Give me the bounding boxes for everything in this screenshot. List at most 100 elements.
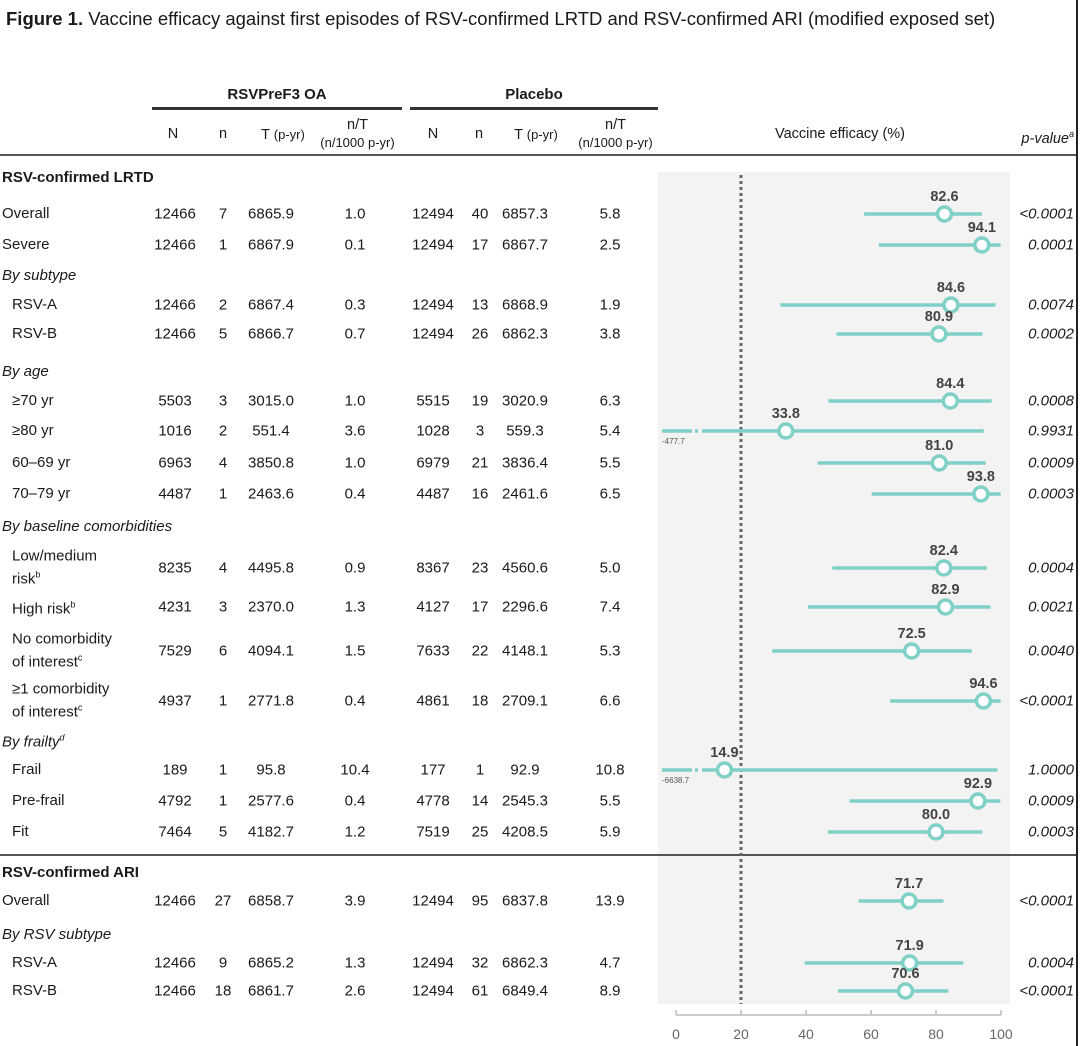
cell-v-n: 1 — [218, 792, 228, 810]
cell-p-T: 4208.5 — [502, 823, 548, 841]
cell-v-N: 12466 — [154, 325, 196, 343]
cell-p-rate: 2.5 — [599, 236, 621, 254]
cell-p-N: 4778 — [416, 792, 450, 810]
p-value: 0.0002 — [1028, 325, 1074, 343]
col-header-p-n: n — [474, 126, 484, 142]
cell-p-n: 18 — [471, 692, 489, 710]
cell-v-N: 7529 — [158, 642, 192, 660]
cell-p-N: 12494 — [412, 205, 454, 223]
col-header-v-T-label: T — [261, 127, 270, 143]
subgroup-header: By frailtyd — [2, 729, 65, 752]
row-label-line2: of interest — [12, 703, 78, 721]
cell-v-n: 18 — [214, 982, 232, 1000]
cell-p-T: 6867.7 — [502, 236, 548, 254]
row-label-text: 70–79 yr — [12, 485, 71, 502]
row-label: Low/medium riskb — [12, 548, 97, 589]
cell-v-N: 4937 — [158, 692, 192, 710]
cell-p-n: 95 — [471, 892, 489, 910]
cell-p-n: 26 — [471, 325, 489, 343]
p-value: 0.0074 — [1028, 296, 1074, 314]
ve-label: 82.9 — [931, 582, 959, 598]
ve-point — [777, 422, 795, 440]
ve-point — [972, 485, 990, 503]
cell-p-rate: 5.3 — [599, 642, 621, 660]
row-label: 70–79 yr — [12, 485, 70, 503]
cell-p-rate: 5.5 — [599, 454, 621, 472]
ve-label: 80.0 — [922, 807, 950, 823]
ve-label: 71.7 — [895, 876, 923, 892]
cell-v-N: 12466 — [154, 892, 196, 910]
cell-v-T: 3015.0 — [248, 392, 294, 410]
cell-p-T: 6837.8 — [502, 892, 548, 910]
cell-p-N: 4487 — [416, 485, 450, 503]
cell-v-rate: 1.3 — [344, 598, 366, 616]
cell-v-T: 6866.7 — [248, 325, 294, 343]
cell-p-N: 1028 — [416, 422, 450, 440]
row-label: ≥80 yr — [12, 422, 54, 440]
ve-label: 92.9 — [964, 776, 992, 792]
cell-p-rate: 5.9 — [599, 823, 621, 841]
cell-p-N: 4127 — [416, 598, 450, 616]
cell-v-T: 2370.0 — [248, 598, 294, 616]
cell-p-T: 6862.3 — [502, 954, 548, 972]
cell-p-rate: 13.9 — [595, 892, 625, 910]
x-tick-label: 20 — [733, 1026, 749, 1042]
cell-p-T: 2296.6 — [502, 598, 548, 616]
col-header-v-N: N — [167, 126, 179, 142]
cell-p-T: 2545.3 — [502, 792, 548, 810]
col-header-p-N: N — [427, 126, 439, 142]
cell-v-T: 4182.7 — [248, 823, 294, 841]
cell-p-N: 6979 — [416, 454, 450, 472]
ci-low-label: -477.7 — [662, 437, 685, 446]
row-label: Overall — [2, 205, 50, 223]
cell-p-T: 2461.6 — [502, 485, 548, 503]
row-label-text: Pre-frail — [12, 792, 65, 809]
row-label-text-line2: riskb — [12, 566, 97, 589]
row-label: RSV-B — [12, 982, 57, 1000]
cell-p-T: 4148.1 — [502, 642, 548, 660]
cell-v-n: 2 — [218, 422, 228, 440]
p-value: 0.0021 — [1028, 598, 1074, 616]
row-label: ≥70 yr — [12, 392, 54, 410]
cell-p-N: 12494 — [412, 954, 454, 972]
row-label-text: 60–69 yr — [12, 454, 71, 471]
cell-p-n: 61 — [471, 982, 489, 1000]
cell-v-n: 5 — [218, 325, 228, 343]
cell-v-n: 7 — [218, 205, 228, 223]
cell-v-n: 1 — [218, 761, 228, 779]
cell-p-n: 32 — [471, 954, 489, 972]
cell-p-rate: 8.9 — [599, 982, 621, 1000]
cell-p-n: 14 — [471, 792, 489, 810]
footnote-marker: d — [59, 732, 65, 743]
cell-p-N: 12494 — [412, 982, 454, 1000]
row-label-text: Frail — [12, 761, 42, 778]
ve-point — [930, 325, 948, 343]
cell-v-N: 5503 — [158, 392, 192, 410]
page-border — [1076, 0, 1078, 1046]
row-label: High riskb — [12, 596, 75, 619]
section-header: RSV-confirmed LRTD — [2, 169, 154, 186]
cell-v-N: 12466 — [154, 296, 196, 314]
group-header-vaccine: RSVPreF3 OA — [227, 86, 327, 103]
cell-v-rate: 0.4 — [344, 485, 366, 503]
cell-p-n: 23 — [471, 559, 489, 577]
group-underline-vaccine — [152, 107, 402, 110]
ci-low-label: -6638.7 — [662, 776, 690, 785]
row-label: Severe — [2, 236, 50, 254]
ve-label: 94.6 — [969, 676, 997, 692]
p-value: <0.0001 — [1019, 982, 1074, 1000]
cell-v-N: 189 — [162, 761, 188, 779]
cell-p-rate: 6.6 — [599, 692, 621, 710]
figure-label: Figure 1. — [6, 8, 84, 29]
row-label: RSV-A — [12, 296, 57, 314]
cell-v-N: 4487 — [158, 485, 192, 503]
row-label-text: Low/medium — [12, 547, 98, 565]
cell-v-rate: 3.9 — [344, 892, 366, 910]
group-header-placebo: Placebo — [505, 86, 563, 103]
cell-p-n: 13 — [471, 296, 489, 314]
cell-v-rate: 1.0 — [344, 205, 366, 223]
cell-v-rate: 1.3 — [344, 954, 366, 972]
col-header-ve: Vaccine efficacy (%) — [774, 126, 905, 142]
row-label-text: ≥70 yr — [12, 392, 54, 409]
